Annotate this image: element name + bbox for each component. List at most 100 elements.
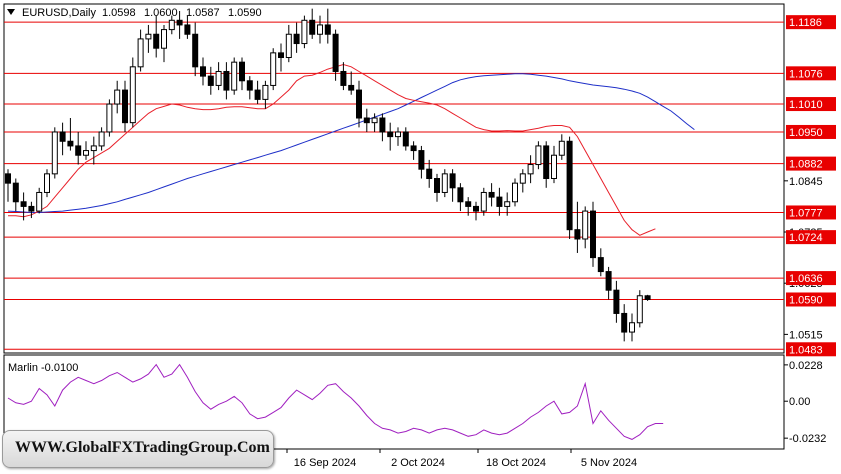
bull-candle-body [168,19,175,31]
candlestick [441,169,448,198]
candlestick [215,62,222,91]
candlestick [153,15,160,58]
level-label-text: 1.0882 [789,159,823,171]
candlestick [387,122,394,151]
indicator-title: Marlin -0.0100 [8,362,78,374]
candlestick [324,8,331,44]
bear-candle-body [192,33,199,68]
candlestick [106,99,113,137]
bull-candle-body [480,191,487,212]
bull-candle-body [114,89,121,105]
osc-tick-label: 0.00 [789,396,810,408]
bear-candle-body [597,257,604,273]
candlestick [90,136,97,165]
candlestick [590,201,596,267]
level-label-box [786,156,836,171]
bear-candle-body [473,205,479,212]
candlestick [551,145,557,184]
bull-candle-body [231,61,238,91]
watermark-text: WWW.GlobalFXTradingGroup.Com [15,439,270,456]
bull-candle-body [145,33,152,40]
bear-candle-body [402,131,409,147]
bear-candle-body [590,210,596,259]
bear-candle-body [605,271,612,291]
candlestick [114,80,121,114]
bull-candle-body [301,19,308,45]
bear-candle-body [223,70,230,91]
candlestick [270,48,277,91]
candlestick [363,108,370,132]
candlestick [145,24,152,53]
bear-candle-body [309,19,316,35]
bear-candle-body [426,168,433,179]
bull-candle-body [36,191,43,212]
level-label-text: 1.0483 [789,344,823,356]
price-panel [3,3,785,354]
bull-candle-body [106,103,113,133]
bear-candle-body [434,178,440,193]
level-label-box [786,271,836,286]
candlestick [496,187,503,216]
candlestick [129,57,136,128]
bull-candle-body [371,117,378,124]
fast-ma-line [8,63,656,236]
bear-candle-body [293,33,300,45]
bear-candle-body [278,52,284,59]
candlestick [473,201,479,221]
bull-candle-body [317,24,323,35]
candlestick [426,159,433,188]
bear-candle-body [246,80,253,91]
candlestick [200,57,206,86]
bear-candle-body [59,131,66,142]
bear-candle-body [410,145,417,152]
candlestick [36,187,43,214]
bear-candle-body [332,33,339,72]
candlestick [5,169,11,202]
level-label-box [786,230,836,245]
bear-candle-body [465,201,472,207]
candlestick [340,62,347,91]
bear-candle-body [20,201,27,207]
bull-candle-body [98,131,105,147]
level-label-box [786,292,836,307]
candlestick [231,57,238,95]
bear-candle-body [566,140,573,231]
bull-candle-body [636,295,643,324]
collapse-triangle-icon[interactable] [7,9,15,15]
bear-candle-body [254,89,261,100]
bull-candle-body [51,131,58,175]
candlestick [51,127,58,179]
level-label-box [786,97,836,112]
date-tick-label: 2 Oct 2024 [391,457,445,469]
candlestick [395,127,401,146]
ohlc-high: 1.0600 [144,7,178,19]
osc-tick-label: -0.0232 [789,433,826,445]
date-tick-label: 16 Sep 2024 [294,457,356,469]
date-tick-label: 5 Nov 2024 [581,457,637,469]
candlestick [597,248,604,277]
bull-candle-body [629,322,635,333]
watermark-badge: WWW.GlobalFXTradingGroup.Com [2,430,274,468]
candlestick [621,304,628,342]
bull-candle-body [558,140,565,156]
bull-candle-body [395,131,401,138]
bull-candle-body [270,52,277,86]
candlestick [192,22,199,77]
chart-title: EURUSD,Daily [22,7,96,19]
bear-candle-body [176,19,183,26]
bear-candle-body [12,182,19,203]
bull-candle-body [129,66,136,124]
candlestick [285,24,292,63]
candlestick [122,80,128,132]
candlestick [317,15,323,44]
candlestick [636,290,643,328]
level-label-text: 1.1186 [789,17,822,29]
bull-candle-body [44,173,50,193]
level-label-text: 1.0724 [789,232,823,244]
marlin-oscillator-line [7,363,664,440]
candlestick [59,122,66,156]
bear-candle-body [356,89,362,119]
level-label-box [786,205,836,220]
level-label-text: 1.1076 [789,68,823,80]
